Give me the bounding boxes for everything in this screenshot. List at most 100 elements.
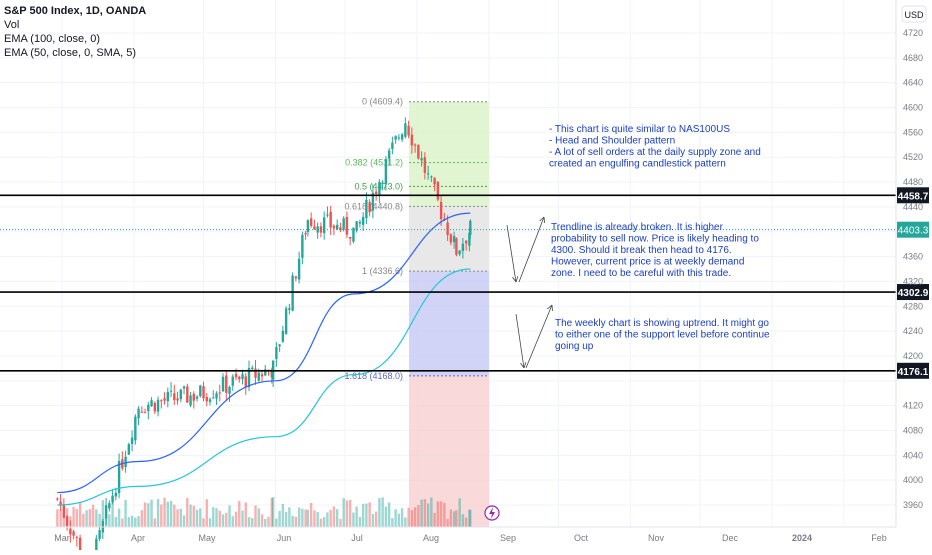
volume-bar bbox=[114, 517, 118, 527]
candle-body bbox=[306, 220, 310, 233]
volume-bar bbox=[244, 502, 247, 527]
candle-body bbox=[378, 181, 381, 196]
candle-body bbox=[284, 308, 288, 334]
annotation-note-3-line: The weekly chart is showing uptrend. It … bbox=[555, 318, 769, 329]
annotation-note-2-line: 4300. Should it break then head to 4176. bbox=[551, 245, 732, 256]
candle-body bbox=[355, 221, 358, 231]
price-tick-label: 4440 bbox=[903, 202, 923, 212]
candle-body bbox=[458, 250, 461, 255]
fib-zone-blue bbox=[409, 271, 489, 376]
candle-body bbox=[257, 372, 260, 381]
candle-body bbox=[420, 158, 423, 161]
candle-body bbox=[176, 398, 179, 401]
volume-bar bbox=[449, 509, 453, 527]
volume-bar bbox=[461, 514, 465, 527]
volume-bar bbox=[394, 509, 397, 527]
volume-bar bbox=[173, 504, 176, 527]
legend-symbol[interactable]: S&P 500 Index, 1D, OANDA bbox=[4, 5, 147, 17]
candle-body bbox=[111, 495, 114, 503]
candle-body bbox=[404, 123, 407, 137]
volume-bar bbox=[348, 499, 352, 527]
volume-bar bbox=[176, 509, 179, 527]
candle-body bbox=[371, 192, 375, 211]
candle-body bbox=[413, 144, 417, 146]
volume-bar bbox=[72, 506, 75, 527]
volume-bar bbox=[260, 514, 264, 527]
time-tick-label: May bbox=[198, 533, 216, 543]
volume-bar bbox=[301, 508, 304, 527]
volume-bar bbox=[82, 513, 85, 527]
legend-ema50[interactable]: EMA (50, close, 0, SMA, 5) bbox=[4, 47, 137, 59]
candle-body bbox=[313, 226, 316, 230]
annotation-note-2-line: zone. I need to be careful with this tra… bbox=[551, 268, 731, 279]
candle-body bbox=[316, 226, 319, 233]
volume-bar bbox=[267, 516, 270, 527]
candle-body bbox=[143, 412, 147, 414]
ema50-line bbox=[57, 268, 471, 506]
price-tick-label: 4680 bbox=[903, 53, 923, 63]
candle-body bbox=[241, 374, 244, 380]
volume-bar bbox=[212, 507, 215, 527]
annotation-note-1-line: - A lot of sell orders at the daily supp… bbox=[549, 147, 761, 158]
time-tick-label: Nov bbox=[648, 533, 665, 543]
volume-bar bbox=[225, 512, 228, 527]
volume-bar bbox=[352, 512, 355, 527]
candle-body bbox=[348, 237, 352, 239]
candle-body bbox=[127, 444, 131, 455]
candle-body bbox=[426, 173, 430, 175]
price-tick-label: 4240 bbox=[903, 326, 923, 336]
volume-bar bbox=[446, 518, 449, 527]
annotation-note-2-line: Trendline is already broken. It is highe… bbox=[551, 222, 724, 233]
volume-bar bbox=[234, 511, 238, 527]
annotation-note-2-line: probability to sell now. Price is likely… bbox=[551, 234, 759, 245]
volume-bar bbox=[426, 503, 430, 527]
candle-body bbox=[153, 402, 157, 412]
candle-body bbox=[244, 376, 247, 387]
candle-body bbox=[156, 399, 160, 412]
volume-bar bbox=[278, 510, 281, 527]
candle-body bbox=[205, 396, 208, 402]
volume-bar bbox=[104, 504, 108, 527]
volume-bar bbox=[182, 515, 186, 527]
candle-body bbox=[59, 501, 62, 506]
volume-bar bbox=[85, 510, 88, 527]
legend-ema100[interactable]: EMA (100, close, 0) bbox=[4, 33, 100, 45]
candle-body bbox=[332, 225, 336, 229]
volume-bar bbox=[215, 508, 218, 527]
annotation-note-3-line: going up bbox=[555, 341, 594, 352]
price-tick-label: 4280 bbox=[903, 301, 923, 311]
candle-body bbox=[137, 408, 140, 419]
time-tick-label: Aug bbox=[423, 533, 439, 543]
projection-arrow-up-2-head bbox=[547, 304, 553, 312]
legend-vol[interactable]: Vol bbox=[4, 19, 20, 31]
price-tick-label: 4640 bbox=[903, 78, 923, 88]
candle-body bbox=[221, 376, 225, 392]
candle-body bbox=[189, 395, 192, 406]
volume-bar bbox=[117, 508, 121, 527]
volume-bar bbox=[361, 503, 365, 527]
volume-bar bbox=[75, 509, 79, 527]
candle-body bbox=[234, 373, 238, 378]
candle-body bbox=[192, 393, 196, 401]
candle-body bbox=[254, 368, 257, 378]
volume-bar bbox=[297, 507, 301, 527]
time-tick-label: Mar bbox=[54, 533, 70, 543]
candle-body bbox=[326, 214, 329, 216]
candle-body bbox=[446, 222, 449, 236]
volume-bar bbox=[407, 507, 410, 527]
volume-bar bbox=[381, 497, 384, 527]
projection-arrow-down-1 bbox=[506, 224, 517, 283]
volume-bar bbox=[101, 500, 105, 527]
candle-body bbox=[278, 344, 281, 347]
volume-bar bbox=[355, 506, 358, 527]
candle-body bbox=[147, 404, 150, 412]
candle-body bbox=[452, 236, 456, 243]
volume-bar bbox=[270, 497, 273, 527]
volume-bar bbox=[65, 508, 69, 527]
candle-body bbox=[225, 375, 228, 393]
candle-body bbox=[358, 221, 362, 224]
candle-body bbox=[215, 393, 218, 399]
volume-bar bbox=[91, 504, 95, 527]
